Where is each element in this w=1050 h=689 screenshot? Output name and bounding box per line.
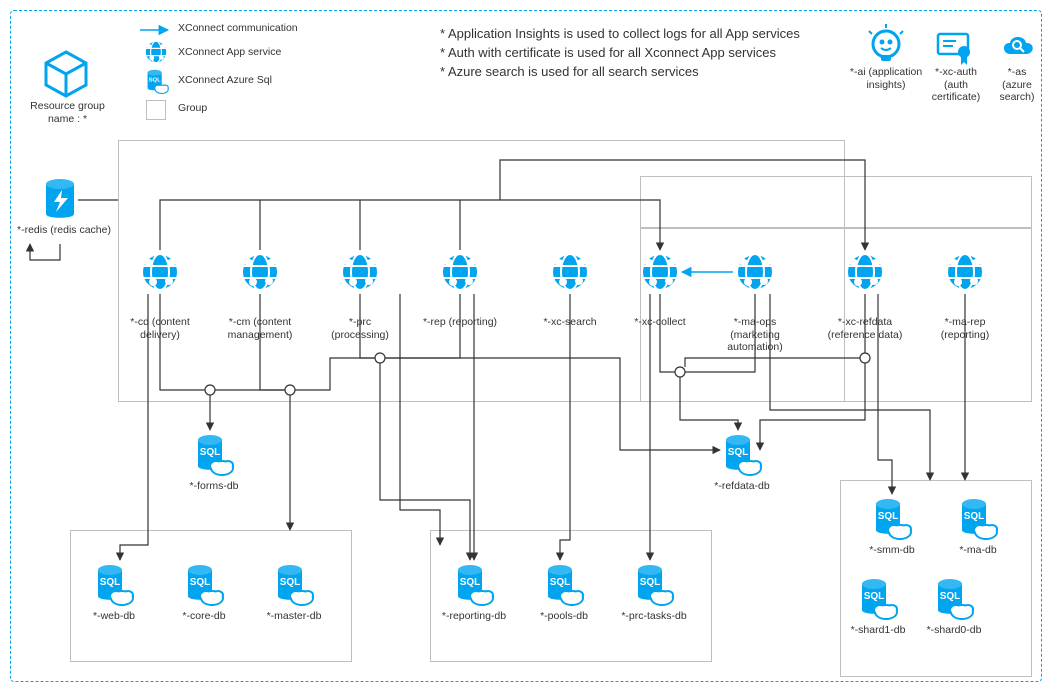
edges xyxy=(0,0,1050,689)
diagram-canvas: SQL xyxy=(0,0,1050,689)
